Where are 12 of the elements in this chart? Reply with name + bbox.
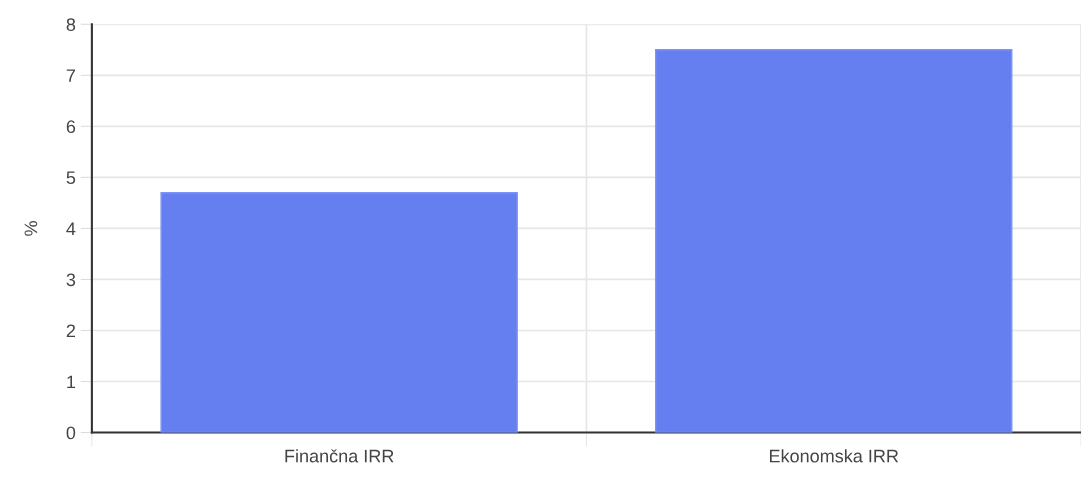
y-tick-label: 5 [66, 171, 76, 185]
y-tick-label: 7 [66, 69, 76, 82]
y-tick-label: 4 [66, 222, 76, 235]
y-tick-label: 6 [66, 120, 76, 134]
x-tick-label: Finančna IRR [285, 449, 394, 463]
x-tick-label: Ekonomska IRR [769, 449, 899, 463]
y-tick-label: 8 [66, 18, 76, 32]
y-tick-label: 0 [66, 426, 76, 440]
y-axis-title: % [24, 221, 38, 236]
y-tick-label: 2 [66, 324, 76, 338]
y-tick-label: 3 [66, 273, 76, 287]
y-tick-label: 1 [67, 375, 76, 389]
